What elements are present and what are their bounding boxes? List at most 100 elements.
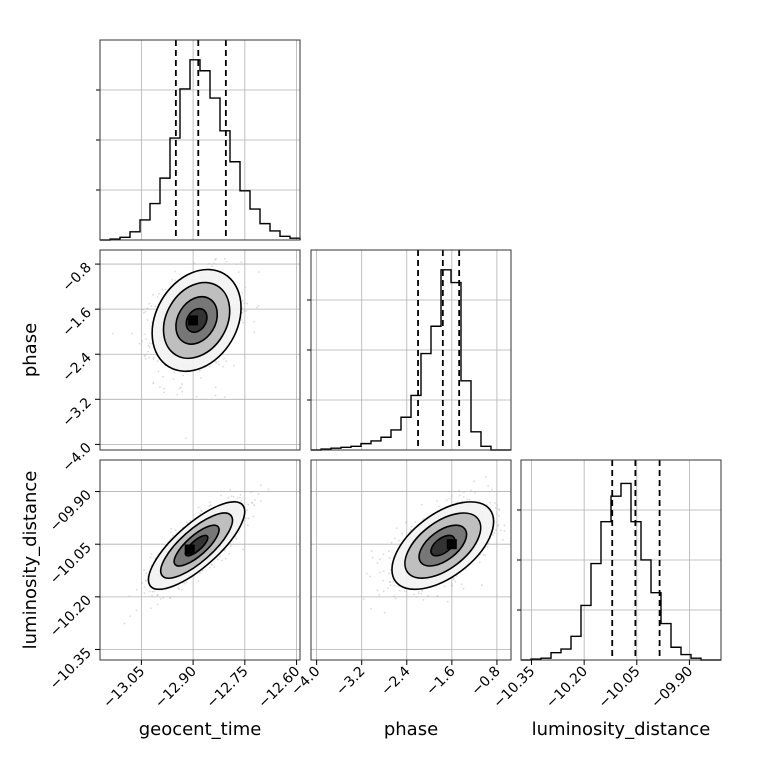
y-tick-label: −10.35 xyxy=(47,645,95,693)
scatter-point xyxy=(163,387,165,390)
scatter-point xyxy=(223,549,226,552)
scatter-point xyxy=(239,496,241,499)
scatter-point xyxy=(466,498,468,501)
scatter-point xyxy=(211,563,213,566)
scatter-point xyxy=(494,529,497,532)
scatter-point xyxy=(145,338,148,340)
contour-line xyxy=(162,281,231,360)
scatter-point xyxy=(208,365,211,368)
scatter-point xyxy=(143,312,145,314)
scatter-point xyxy=(148,302,151,305)
scatter-point xyxy=(491,488,493,491)
scatter-point xyxy=(458,494,461,497)
scatter-point xyxy=(228,552,231,555)
scatter-point xyxy=(397,585,400,588)
contour-line xyxy=(430,534,456,557)
scatter-point xyxy=(445,499,448,501)
scatter-point xyxy=(223,357,225,360)
scatter-point xyxy=(463,491,465,494)
scatter-point xyxy=(422,599,425,601)
scatter-point xyxy=(129,615,132,617)
scatter-point xyxy=(246,509,248,511)
scatter-point xyxy=(215,362,218,364)
scatter-point xyxy=(158,292,160,295)
scatter-point xyxy=(438,505,440,508)
scatter-point xyxy=(141,582,144,584)
panel-frame-luminosity_distance xyxy=(520,459,722,661)
scatter-point xyxy=(200,377,203,379)
scatter-point xyxy=(163,391,166,394)
scatter-point xyxy=(503,524,506,527)
scatter-point xyxy=(164,288,167,291)
scatter-point xyxy=(174,279,177,282)
scatter-point xyxy=(404,521,407,524)
scatter-point xyxy=(389,581,392,583)
scatter-point xyxy=(462,587,465,590)
scatter-point xyxy=(172,534,174,537)
panel-frame-phase xyxy=(310,249,512,451)
scatter-point xyxy=(241,311,244,314)
scatter-point xyxy=(237,271,240,273)
scatter-point xyxy=(208,262,211,265)
contour-line xyxy=(151,268,242,373)
x-tick-label: −09.90 xyxy=(648,664,696,712)
scatter-point xyxy=(392,580,394,583)
scatter-point xyxy=(156,603,159,606)
scatter-point xyxy=(240,499,243,502)
scatter-point xyxy=(211,265,213,267)
scatter-point xyxy=(195,395,198,398)
scatter-point xyxy=(482,553,485,556)
scatter-point xyxy=(448,498,451,500)
scatter-point xyxy=(500,529,502,532)
scatter-point xyxy=(235,537,238,540)
scatter-point xyxy=(176,393,179,396)
scatter-point xyxy=(443,585,446,587)
scatter-point xyxy=(246,524,249,527)
scatter-point xyxy=(246,302,249,305)
scatter-point xyxy=(493,532,496,534)
scatter-point xyxy=(227,496,230,499)
scatter-point xyxy=(224,557,227,560)
x-tick-label: −10.20 xyxy=(543,664,591,712)
scatter-point xyxy=(209,504,212,507)
contour-line xyxy=(184,534,209,557)
scatter-point xyxy=(242,548,245,551)
scatter-point xyxy=(229,489,232,491)
scatter-point xyxy=(243,309,246,312)
scatter-point xyxy=(498,509,501,511)
scatter-point xyxy=(214,386,217,389)
scatter-point xyxy=(148,356,151,359)
scatter-point xyxy=(150,305,153,307)
scatter-point xyxy=(494,502,496,504)
panel-frame-geocent_time xyxy=(99,39,301,241)
scatter-point xyxy=(484,554,487,557)
scatter-point xyxy=(253,331,256,334)
scatter-point xyxy=(230,545,232,547)
scatter-point xyxy=(144,310,147,313)
scatter-point xyxy=(225,260,228,263)
scatter-point xyxy=(362,598,365,600)
scatter-point xyxy=(450,490,453,492)
y-axis-label-luminosity_distance: luminosity_distance xyxy=(20,471,41,650)
scatter-point xyxy=(181,390,184,393)
scatter-point xyxy=(399,589,401,592)
scatter-point xyxy=(156,360,159,362)
scatter-point xyxy=(131,332,133,335)
scatter-point xyxy=(245,310,247,312)
scatter-point xyxy=(370,550,373,552)
scatter-point xyxy=(147,350,150,353)
scatter-point xyxy=(417,592,420,595)
scatter-point xyxy=(135,588,138,591)
y-tick-label: −09.90 xyxy=(47,487,95,535)
y-tick-label: −1.6 xyxy=(59,305,94,340)
scatter-point xyxy=(423,517,425,520)
scatter-point xyxy=(143,592,146,594)
scatter-point xyxy=(460,583,463,585)
scatter-point xyxy=(183,582,186,585)
scatter-point xyxy=(180,386,182,389)
panel-frame xyxy=(99,249,301,451)
scatter-point xyxy=(469,489,472,492)
scatter-point xyxy=(366,572,368,575)
scatter-point xyxy=(185,437,188,440)
scatter-point xyxy=(221,559,224,562)
